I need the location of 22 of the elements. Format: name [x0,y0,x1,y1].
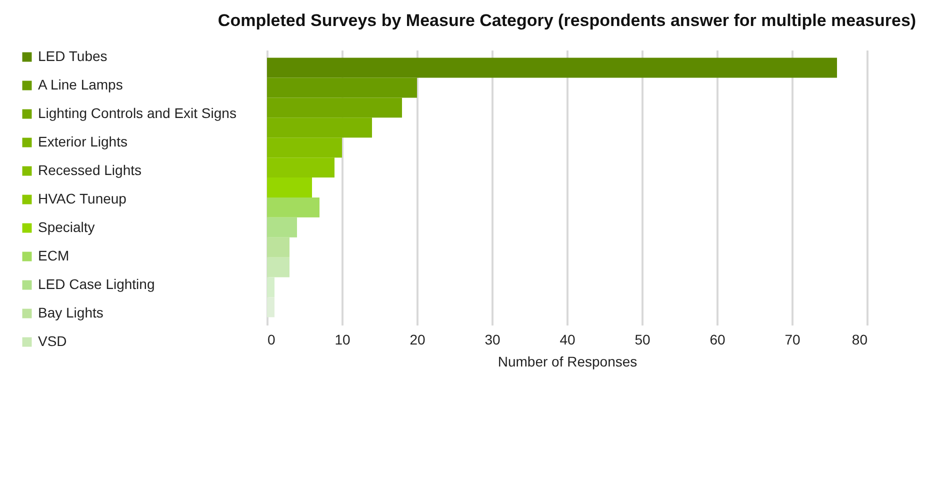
legend-label: Lighting Controls and Exit Signs [38,105,236,121]
legend-label: Specialty [38,219,95,235]
legend-label: ECM [38,248,70,264]
x-tick-label: 0 [268,332,276,348]
x-tick-label: 30 [484,332,500,348]
legend-label: LED Case Lighting [38,276,155,292]
legend-label: VSD [38,333,67,349]
x-tick-label: 20 [410,332,426,348]
x-axis-title: Number of Responses [498,354,638,370]
legend-label: Exterior Lights [38,134,128,150]
legend-label: Bay Lights [38,304,104,320]
x-tick-label: 40 [560,332,576,348]
legend-label: A Line Lamps [38,76,123,92]
legend-label: LED Tubes [38,48,108,64]
chart-title: Completed Surveys by Measure Category (respondents answer for multiple measures) [218,11,916,30]
x-tick-label: 50 [634,332,650,348]
legend-label: Recessed Lights [38,162,142,178]
x-tick-label: 60 [710,332,726,348]
x-tick-label: 10 [334,332,350,348]
x-tick-label: 80 [852,332,868,348]
legend-label: HVAC Tuneup [38,190,127,206]
x-tick-label: 70 [784,332,800,348]
